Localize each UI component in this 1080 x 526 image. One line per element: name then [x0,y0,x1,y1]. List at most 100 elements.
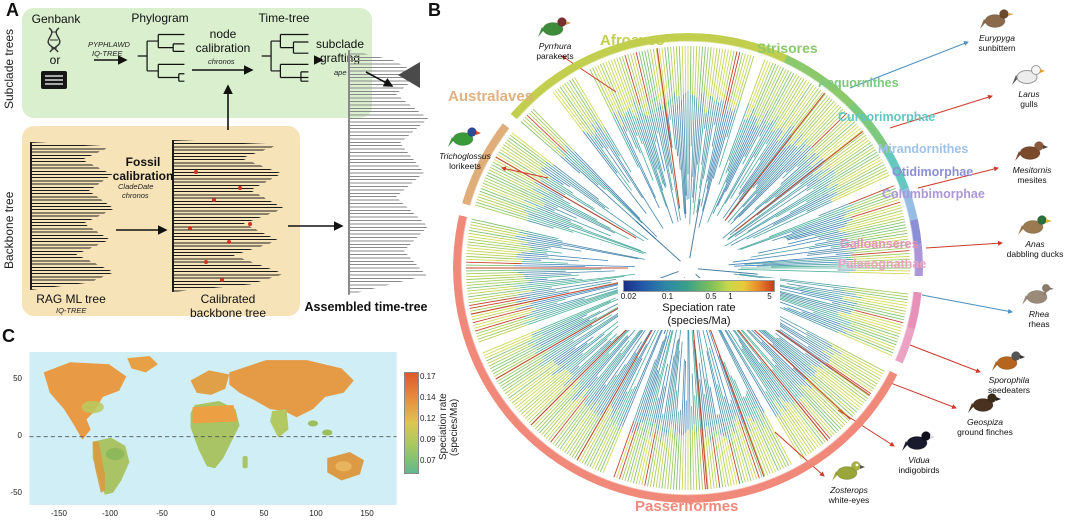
map-colorbar-tick: 0.14 [420,393,436,402]
map-x-tick: 150 [360,509,374,518]
legend-tick: 5 [767,292,772,301]
legend-title: Speciation rate [662,302,736,314]
node-calibration-label: node calibration [195,27,251,55]
backbone-tree-side-label: Backbone tree [2,191,16,269]
panel-c-map: C 50 0 -50 -150 -100 -50 [0,326,460,526]
duck-icon [1018,215,1052,235]
speciation-rate-ticks: 0.02 0.1 0.5 1 5 [620,292,774,302]
subclade-trees-side-label: Subclade trees [2,28,16,110]
map-colorbar-tick: 0.17 [420,372,436,381]
legend-tick: 1 [728,292,733,301]
map-colorbar [404,372,419,474]
clade-label-galloanseres: Galloanseres [840,237,919,251]
bird-eurypyga-sunbittern: Eurypyga sunbittern [960,6,1034,53]
clade-label-strisores: Strisores [757,40,818,56]
clade-color-ring [453,33,923,503]
calibrated-backbone-tree-label: Calibrated backbone tree [189,292,267,320]
ape-label: ape [334,68,347,77]
panel-b-circular-phylogeny: B Australaves Afr [420,0,1080,526]
iqtree-backbone-label: IQ-TREE [56,306,87,315]
fossil-calibration-dot [227,240,231,244]
bird-sporophila-seedeaters: Sporophila seedeaters [972,348,1046,395]
lorikeet-icon [448,127,481,147]
fossil-calibration-dot [238,186,242,190]
bird-rhea-rheas: Rhea rheas [1002,282,1076,329]
map-x-tick: -100 [101,509,119,518]
genbank-label: Genbank [31,12,81,26]
legend-subtitle: (species/Ma) [667,314,731,327]
clade-label-passeriformes: Passeriformes [635,498,739,515]
clade-label-columbimorphae: Columbimorphae [882,187,985,201]
clade-label-otidimorphae: Otidimorphae [892,165,974,179]
map-x-tick: 100 [309,509,323,518]
legend-tick: 0.5 [705,292,717,301]
panel-c-label: C [2,326,15,346]
bird-pyrrhura-parakeets: Pyrrhura parakeets [518,14,592,61]
legend-tick: 0.02 [620,292,637,301]
clade-label-afroaves: Afroaves [600,32,665,49]
rhea-icon [1022,283,1054,305]
bird-trichoglossus-lorikeets: Trichoglossus lorikeets [428,124,502,171]
calibrated-backbone-tree-image [172,140,284,292]
mesite-icon [1015,141,1048,161]
panel-a-label: A [6,0,19,20]
map-x-tick: -50 [156,509,168,518]
map-colorbar-tick: 0.09 [420,435,436,444]
bird-vidua-indigobirds: Vidua indigobirds [882,428,956,475]
bird-zosterops-white-eyes: Zosterops white-eyes [812,458,886,505]
speciation-rate-colorbar [623,280,775,292]
subclade-trees-box [22,8,372,118]
map-y-tick: 0 [17,431,22,440]
map-x-tick: 0 [210,509,216,518]
map-colorbar-tick: 0.12 [420,414,436,423]
fossil-calibration-label: Fossil calibration [112,155,174,183]
fossil-calibration-dot [248,222,252,226]
parakeet-icon [538,17,571,37]
fossil-calibration-dot [220,278,224,282]
bird-anas-dabbling-ducks: Anas dabbling ducks [998,212,1072,259]
map-y-tick: -50 [10,488,22,497]
clade-label-palaeognathae: Palaeognathae [838,257,927,271]
fossil-calibration-dot [204,260,208,264]
panel-b-label: B [428,0,441,20]
ground-finch-icon [968,393,1001,413]
bird-geospiza-ground-finches: Geospiza ground finches [948,390,1022,437]
white-eye-icon [832,461,865,481]
timetree-label: Time-tree [258,11,310,25]
book-icon [41,71,67,89]
indigobird-icon [902,431,935,451]
timetree-tree-icon [261,33,309,82]
dna-icon [47,27,61,53]
map-x-tick: -150 [50,509,68,518]
clade-label-australaves: Australaves [448,88,534,105]
cladedate-label: CladeDate [118,182,154,191]
fossil-calibration-dot [188,226,192,230]
clade-label-mirandornithes: Mirandornithes [878,142,969,156]
clade-label-cursorimorphae: Cursorimorphae [838,110,936,124]
map-colorbar-tick: 0.07 [420,456,436,465]
bird-mesitornis-mesites: Mesitornis mesites [995,138,1069,185]
seedeater-icon [992,351,1025,371]
gull-icon [1012,65,1045,85]
world-speciation-map [29,352,397,505]
rag-ml-tree-label: RAG ML tree [36,292,106,306]
chronos-backbone-label: chronos [122,191,149,200]
phylogram-label: Phylogram [131,11,189,25]
map-y-tick: 50 [13,374,22,383]
clade-label-aequornithes: Aequornithes [818,76,899,90]
or-label: or [49,53,61,67]
chronos-subclade-label: chronos [208,57,235,66]
legend-tick: 0.1 [661,292,674,301]
bird-larus-gulls: Larus gulls [992,62,1066,109]
panel-a-workflow: A Subclade trees Backbone tree Genbank o… [0,0,430,335]
pyphlawd-label: PYPHLAWD [88,40,130,49]
sunbittern-icon [980,9,1014,29]
iqtree-subclade-label: IQ-TREE [92,49,123,58]
phylogram-tree-icon [137,33,185,82]
grafted-subclade-wedge [398,62,420,88]
map-x-tick: 50 [259,509,269,518]
assembled-timetree-label: Assembled time-tree [304,300,428,314]
fossil-calibration-dot [212,198,216,202]
fossil-calibration-dot [194,170,198,174]
